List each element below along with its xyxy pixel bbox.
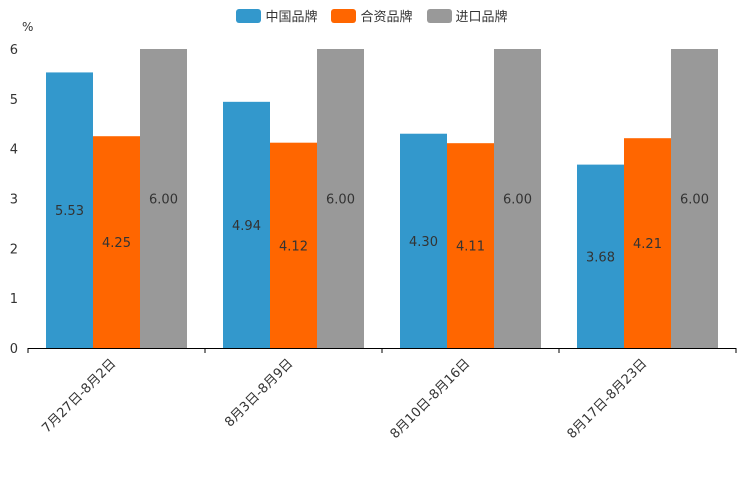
y-tick-label: 6 [10,43,18,58]
x-tick-label: 8月3日-8月9日 [222,356,296,430]
data-label: 4.94 [232,219,261,234]
data-label: 4.21 [633,237,662,252]
bar[interactable] [270,142,317,348]
bar[interactable] [494,49,541,348]
y-tick-label: 0 [10,342,18,357]
bar[interactable] [624,138,671,348]
legend-label-joint-venture-brand: 合资品牌 [360,10,413,25]
data-label: 3.68 [586,250,615,265]
legend-item-import-brand[interactable]: 进口品牌 [426,6,508,25]
y-tick-label: 5 [10,93,18,108]
data-label: 4.25 [102,236,131,251]
legend-item-china-brand[interactable]: 中国品牌 [236,6,317,25]
x-tick-label: 8月17日-8月23日 [565,356,651,442]
y-tick-label: 3 [10,193,18,208]
data-label: 4.12 [279,239,308,254]
data-label: 6.00 [680,193,709,208]
data-label: 4.30 [409,235,438,250]
x-tick-label: 7月27日-8月2日 [39,356,119,436]
legend-label-china-brand: 中国品牌 [265,10,318,25]
bar[interactable] [400,133,447,348]
bar[interactable] [93,136,140,348]
data-label: 6.00 [149,193,178,208]
legend-swatch-joint-venture-brand [331,8,357,23]
y-tick-label: 1 [10,292,18,307]
data-label: 6.00 [326,193,355,208]
data-label: 5.53 [55,204,84,219]
y-tick-label: 2 [10,242,18,257]
y-tick-label: 4 [10,143,18,158]
legend-swatch-import-brand [426,8,452,23]
legend-item-joint-venture-brand[interactable]: 合资品牌 [331,6,413,25]
bar[interactable] [223,101,270,348]
bar[interactable] [46,72,93,349]
data-label: 4.11 [456,240,485,255]
bar[interactable] [447,143,494,348]
bar[interactable] [671,49,718,348]
legend-swatch-china-brand [236,8,262,23]
bar[interactable] [317,49,364,348]
y-axis-unit: % [22,20,34,34]
legend-label-import-brand: 进口品牌 [455,10,508,25]
data-label: 6.00 [503,193,532,208]
legend: 中国品牌 合资品牌 进口品牌 [0,6,744,25]
x-tick-label: 8月10日-8月16日 [388,356,474,442]
bar[interactable] [577,164,624,348]
bar[interactable] [140,49,187,348]
